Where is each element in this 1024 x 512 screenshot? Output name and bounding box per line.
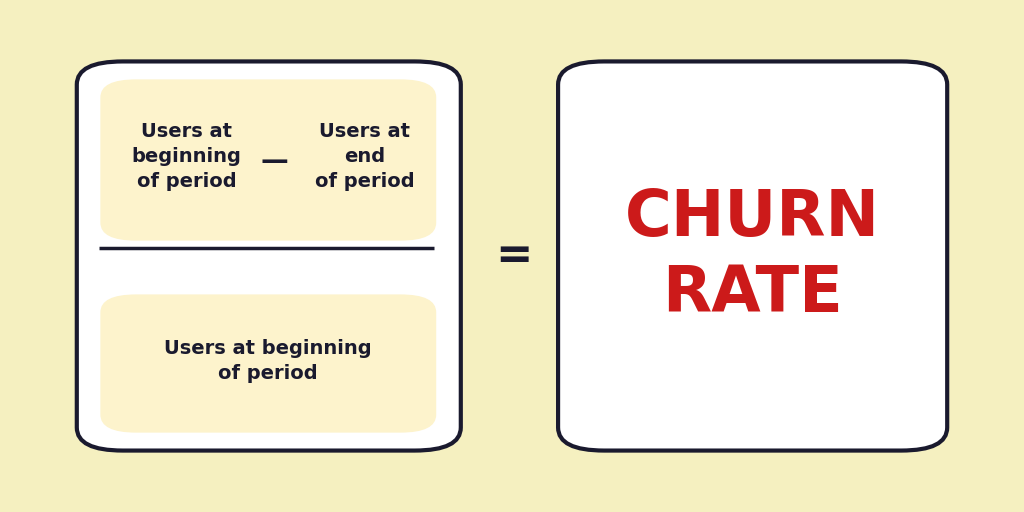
Text: Users at
end
of period: Users at end of period bbox=[314, 122, 415, 190]
Text: CHURN
RATE: CHURN RATE bbox=[625, 187, 881, 325]
FancyBboxPatch shape bbox=[77, 61, 461, 451]
Text: —: — bbox=[260, 147, 289, 175]
Text: Users at beginning
of period: Users at beginning of period bbox=[165, 339, 372, 383]
FancyBboxPatch shape bbox=[558, 61, 947, 451]
Text: Users at
beginning
of period: Users at beginning of period bbox=[131, 122, 242, 190]
FancyBboxPatch shape bbox=[100, 79, 436, 241]
FancyBboxPatch shape bbox=[100, 294, 436, 433]
Text: =: = bbox=[496, 234, 532, 278]
